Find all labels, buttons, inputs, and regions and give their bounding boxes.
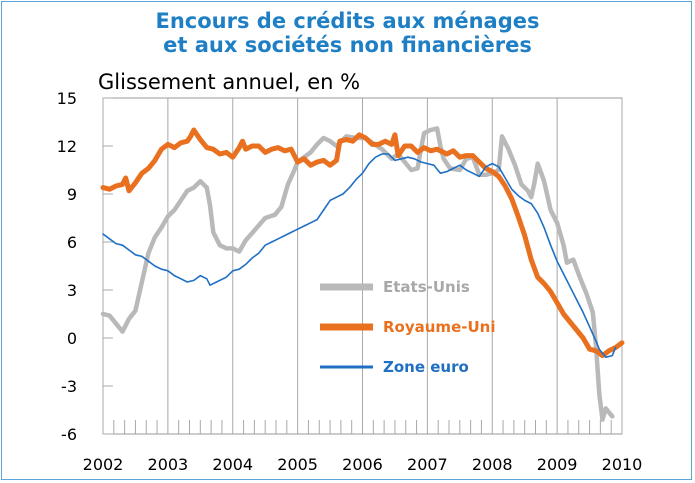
x-tick-label-2003: 2003 — [148, 455, 189, 474]
y-tick-label--6: -6 — [61, 425, 77, 444]
legend-label-1: Royaume-Uni — [383, 318, 495, 336]
chart-title-line-2: et aux sociétés non financières — [163, 33, 532, 57]
series-lines — [100, 126, 625, 422]
legend: Etats-Unis Royaume-Uni Zone euro — [320, 278, 495, 376]
legend-label-0: Etats-Unis — [383, 278, 470, 296]
axis-ticks: 2002 2003 2004 2005 2006 2007 2008 2009 2010 15 12… — [57, 89, 643, 474]
x-tick-label-2006: 2006 — [342, 455, 383, 474]
y-tick-label-15: 15 — [57, 89, 77, 108]
y-tick-label-9: 9 — [67, 185, 77, 204]
x-tick-label-2007: 2007 — [407, 455, 448, 474]
y-axis-label: Glissement annuel, en % — [98, 70, 361, 94]
x-tick-label-2005: 2005 — [277, 455, 318, 474]
x-tick-label-2010: 2010 — [602, 455, 643, 474]
x-tick-label-2002: 2002 — [83, 455, 124, 474]
y-tick-label-0: 0 — [67, 329, 77, 348]
x-tick-label-2009: 2009 — [537, 455, 578, 474]
series-line-1 — [100, 127, 625, 359]
x-tick-label-2008: 2008 — [472, 455, 513, 474]
grid-lines — [102, 97, 623, 435]
series-line-0 — [100, 126, 615, 422]
chart-title-line-1: Encours de crédits aux ménages — [155, 9, 540, 33]
y-tick-label-3: 3 — [67, 281, 77, 300]
x-tick-label-2004: 2004 — [212, 455, 253, 474]
y-tick-label--3: -3 — [61, 377, 77, 396]
series-line-2 — [102, 153, 617, 359]
legend-label-2: Zone euro — [383, 358, 469, 376]
y-tick-label-12: 12 — [57, 137, 77, 156]
y-tick-label-6: 6 — [67, 233, 77, 252]
